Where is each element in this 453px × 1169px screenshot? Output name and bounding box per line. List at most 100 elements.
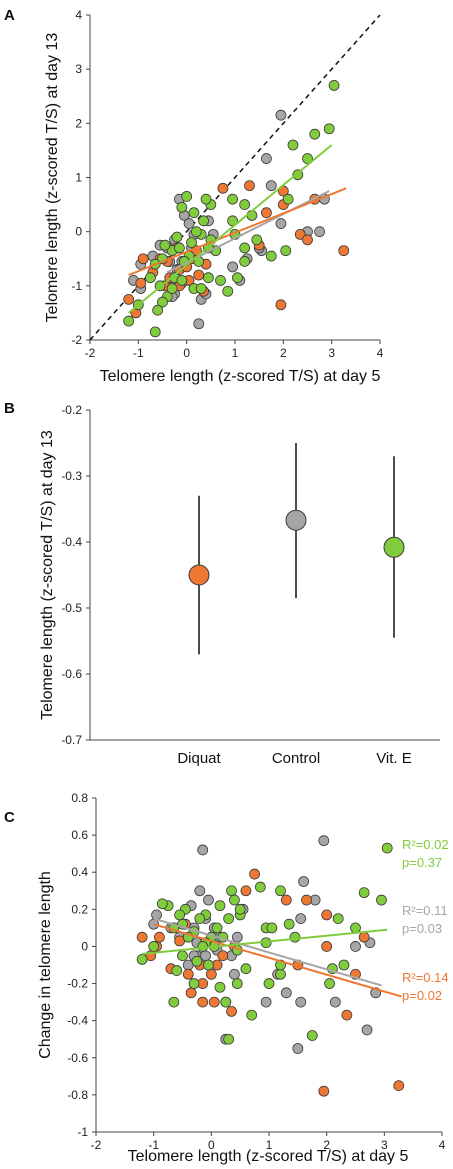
stats-annotation-control: p=0.03 [402,921,442,936]
data-point-diquat [197,996,209,1008]
y-tick-label: 1 [75,171,82,185]
y-tick-label: -0.4 [61,535,82,549]
data-point-diquat [240,885,252,897]
data-point-vite [358,887,370,899]
data-point-vite [214,900,226,912]
y-tick-label: 0.2 [71,902,88,916]
x-tick-label: 2 [280,346,287,360]
data-point-vite [254,881,266,893]
data-point-diquat [123,293,135,305]
y-tick-label: -0.5 [61,601,82,615]
data-point-control [361,1024,373,1036]
x-tick-label: 1 [266,1138,273,1152]
data-point-diquat [393,1080,405,1092]
data-point-vite [215,275,226,286]
data-point-diquat [280,894,292,906]
data-point-vite [282,193,294,205]
data-point-control [314,226,325,238]
data-point-diquat [182,968,194,980]
data-point-vite [239,256,251,267]
data-point-diquat [294,228,306,240]
data-point-control [151,909,162,921]
data-point-vite [283,918,295,930]
mean-marker-control [285,509,307,531]
data-point-diquat [226,1005,237,1017]
data-point-vite [323,123,335,135]
data-point-vite [223,1033,235,1045]
data-point-control [280,987,292,999]
data-point-diquat [205,968,217,980]
data-point-vite [287,139,299,151]
data-point-vite [231,978,243,989]
data-point-vite [145,272,156,284]
x-axis-title: Telomere length (z-scored T/S) at day 5 [100,368,381,385]
data-point-diquat [193,269,205,281]
data-point-diquat [301,894,312,906]
data-point-diquat [338,245,350,257]
data-point-vite [168,996,180,1008]
y-axis-title: Telomere length (z-scored T/S) at day 13 [39,430,56,720]
x-tick-label: 3 [328,346,335,360]
data-point-vite [148,941,160,952]
data-point-control [197,844,209,856]
x-tick-label: 0 [183,346,190,360]
data-point-vite [332,913,344,925]
data-point-vite [157,296,168,308]
y-tick-label: -2 [71,333,82,347]
data-point-vite [194,913,206,925]
data-point-diquat [321,941,333,952]
panel-label: A [4,7,15,24]
data-point-vite [174,909,186,921]
data-point-vite [239,242,251,254]
data-point-control [227,261,238,273]
data-point-vite [275,968,286,980]
x-tick-label: 4 [377,346,384,360]
data-point-vite [123,315,135,327]
data-point-vite [222,285,234,297]
data-point-control [194,885,206,897]
stats-annotation-vite: p=0.37 [402,855,442,870]
x-tick-label: 3 [381,1138,388,1152]
data-point-vite [188,978,200,989]
data-point-vite [171,231,183,243]
x-tick-label: 1 [232,346,239,360]
data-point-vite [376,894,387,906]
stats-annotation-vite: R²=0.02 [402,837,449,852]
data-point-vite [177,950,188,962]
data-point-vite [176,201,188,213]
data-point-vite [306,1030,318,1041]
data-point-control [260,996,272,1008]
y-tick-label: 0 [75,225,82,239]
panel-label: C [4,809,15,826]
data-point-vite [200,193,212,205]
data-point-control [329,996,341,1008]
data-point-vite [228,894,240,906]
x-tick-label: 4 [439,1138,446,1152]
data-point-vite [240,963,252,975]
data-point-control [261,153,272,164]
panel-label: B [4,400,15,417]
data-point-vite [181,191,193,202]
data-point-vite [309,128,321,140]
data-point-vite [292,169,304,181]
x-tick-label: 0 [208,1138,215,1152]
x-tick-label: 2 [323,1138,330,1152]
data-point-vite [203,272,214,284]
data-point-diquat [217,182,229,194]
y-tick-label: 2 [75,116,82,130]
y-axis-title: Change in telomere length [37,871,54,1059]
data-point-diquat [154,931,165,943]
data-point-control [231,931,243,943]
data-point-diquat [321,909,333,921]
data-point-diquat [244,180,255,192]
data-point-vite [198,215,209,227]
data-point-diquat [275,299,287,311]
data-point-control [183,218,195,229]
y-tick-label: -1 [71,279,82,293]
data-point-vite [188,207,200,219]
data-point-control [350,941,361,952]
data-point-control [193,318,205,330]
panel-b: B -0.7 -0.6 -0.5 -0.4 -0.3 -0.2 Diquat Control Vi… [4,400,440,767]
data-point-vite [166,283,178,294]
